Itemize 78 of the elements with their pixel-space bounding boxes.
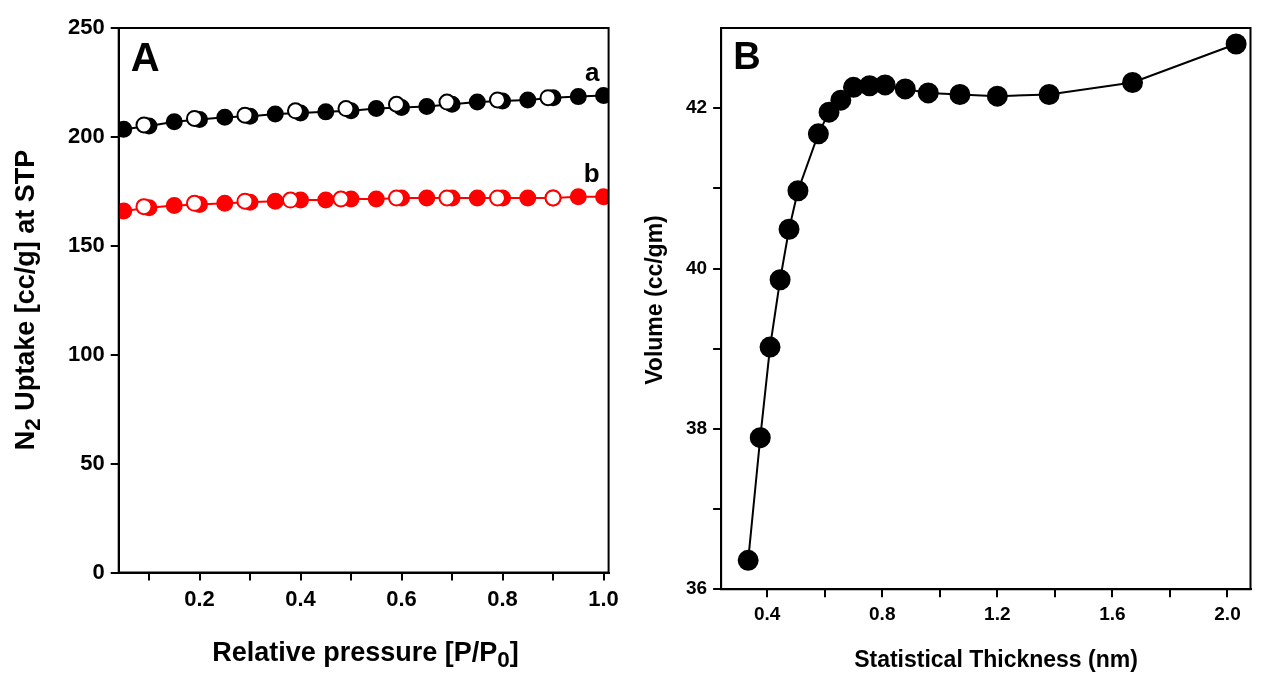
point [135, 198, 153, 216]
point [216, 194, 234, 212]
point [759, 336, 781, 358]
point [569, 188, 587, 206]
point [468, 93, 486, 111]
point [165, 197, 183, 215]
point [468, 189, 486, 207]
point [367, 190, 385, 208]
y-tick-label: 42 [685, 96, 708, 118]
y-tick-label: 250 [67, 14, 105, 40]
point [488, 91, 506, 109]
point [216, 108, 234, 126]
x-tick-label: 0.2 [184, 585, 215, 611]
x-tick-label: 0.8 [487, 585, 518, 611]
point [281, 191, 299, 209]
series-label: b [583, 158, 600, 188]
y-tick-label: 200 [67, 122, 105, 148]
x-axis-title: Relative pressure [P/P$_{0}$] [211, 636, 520, 673]
point [367, 100, 385, 118]
point [488, 189, 506, 207]
x-tick-label: 0.4 [753, 602, 781, 624]
point [337, 100, 355, 118]
point [949, 84, 971, 106]
point [519, 91, 537, 109]
point [185, 109, 203, 127]
point [266, 192, 284, 210]
x-tick-label: 1.0 [588, 585, 619, 611]
y-tick-label: 38 [685, 417, 708, 439]
annotation: B [733, 35, 761, 78]
point [569, 88, 587, 106]
point [236, 106, 254, 124]
x-tick-label: 1.6 [1099, 602, 1126, 624]
point [317, 191, 335, 209]
point [778, 218, 800, 240]
y-axis-title: Volume (cc/gm) [640, 215, 668, 385]
annotation: A [130, 35, 160, 80]
y-tick-label: 0 [92, 558, 105, 584]
point [917, 82, 939, 104]
point [165, 113, 183, 131]
point [830, 89, 852, 111]
point [438, 189, 456, 207]
y-tick-label: 40 [685, 256, 708, 278]
x-tick-label: 1.2 [984, 602, 1011, 624]
point [737, 549, 759, 571]
point [519, 189, 537, 207]
point [236, 192, 254, 210]
point [807, 123, 829, 145]
point [787, 180, 809, 202]
y-tick-label: 36 [685, 577, 708, 599]
x-tick-label: 0.6 [386, 585, 417, 611]
y-tick-label: 50 [80, 449, 105, 475]
point [387, 95, 405, 113]
point [418, 189, 436, 207]
point [986, 85, 1008, 107]
x-tick-label: 2.0 [1214, 602, 1241, 624]
point [749, 427, 771, 449]
point [317, 103, 335, 121]
x-tick-label: 0.8 [869, 602, 896, 624]
point [266, 105, 284, 123]
point [418, 97, 436, 115]
point [387, 189, 405, 207]
point [539, 89, 557, 107]
point [1038, 84, 1060, 106]
point [438, 93, 456, 111]
point [286, 102, 304, 120]
point [894, 78, 916, 100]
x-axis-title: Statistical Thickness (nm) [853, 646, 1139, 673]
point [769, 269, 791, 291]
point [874, 74, 896, 96]
y-tick-label: 150 [67, 231, 105, 257]
point [1122, 72, 1144, 94]
point [1225, 33, 1247, 55]
point [135, 116, 153, 134]
point [185, 194, 203, 212]
x-tick-label: 0.4 [285, 585, 317, 611]
series-label: a [585, 56, 601, 87]
y-tick-label: 100 [67, 340, 105, 366]
point [332, 190, 350, 208]
